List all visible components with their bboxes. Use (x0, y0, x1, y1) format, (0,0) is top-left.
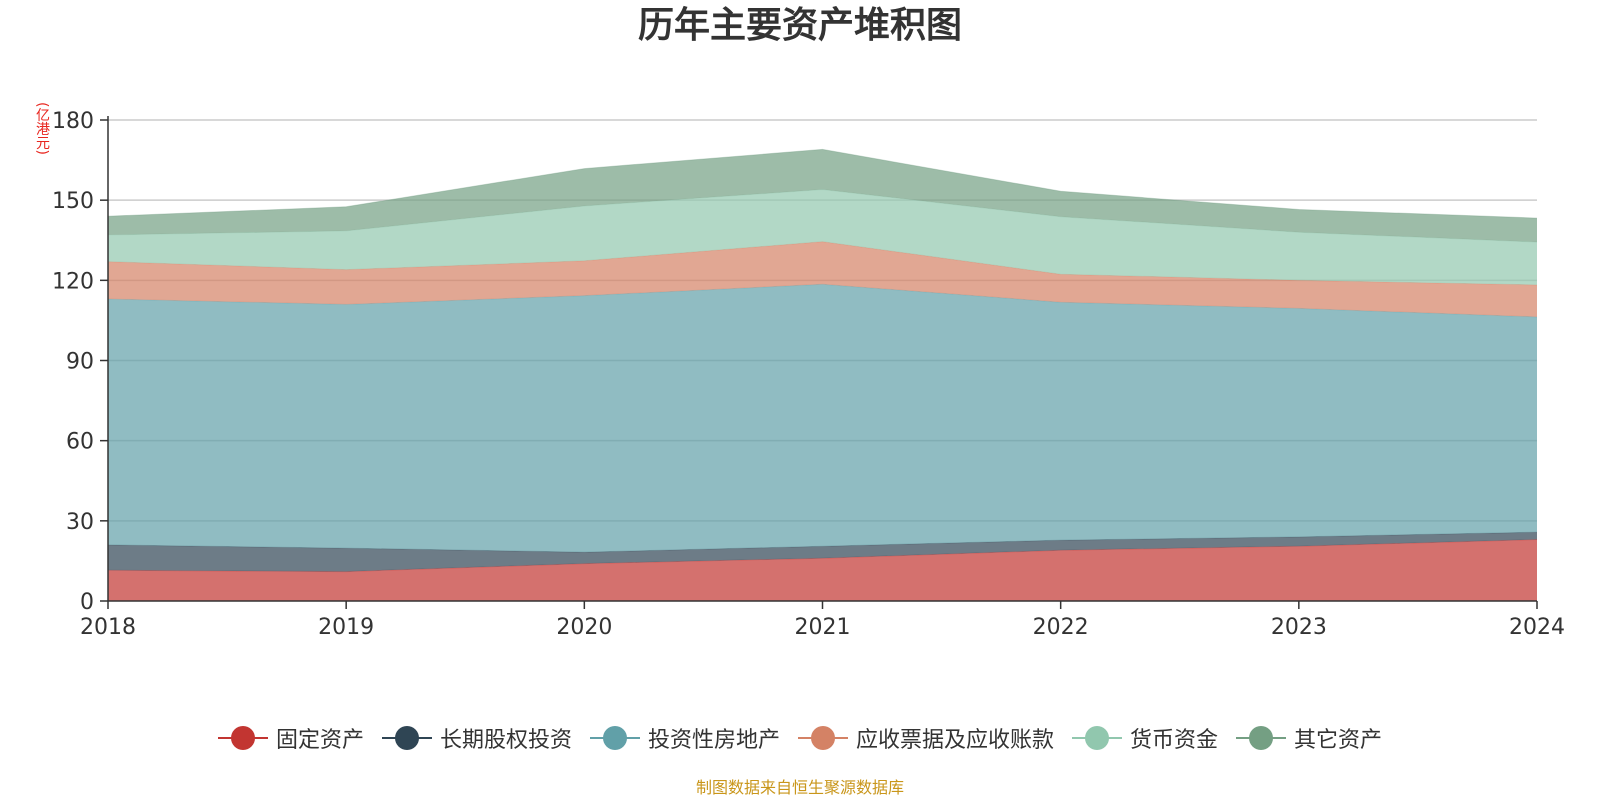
legend-swatch-icon (217, 726, 268, 750)
y-axis-unit-label: (亿港元) (34, 102, 50, 155)
legend-swatch-icon (1072, 726, 1123, 750)
legend-label: 固定资产 (275, 728, 364, 753)
legend-swatch-icon (589, 726, 640, 750)
y-tick-label: 60 (66, 430, 94, 455)
legend-item-3[interactable]: 投资性房地产 (589, 722, 780, 754)
x-tick-label: 2020 (556, 615, 612, 640)
x-tick-label: 2024 (1509, 615, 1565, 640)
area-series-2 (108, 532, 1537, 572)
x-tick-label: 2022 (1033, 615, 1089, 640)
legend-label: 投资性房地产 (647, 728, 780, 753)
legend-label: 长期股权投资 (439, 728, 572, 753)
x-tick-label: 2018 (80, 615, 136, 640)
x-tick-label: 2021 (795, 615, 851, 640)
source-note: 制图数据来自恒生聚源数据库 (695, 778, 904, 797)
chart-title: 历年主要资产堆积图 (637, 5, 962, 46)
stacked-area-chart: 0 30 60 90 120 150 180 2018 2019 2020 2021 2022 2023… (52, 109, 1565, 640)
legend-swatch-icon (1236, 726, 1287, 750)
x-tick-label: 2023 (1271, 615, 1327, 640)
y-tick-label: 180 (52, 109, 94, 134)
legend-item-4[interactable]: 应收票据及应收账款 (798, 722, 1054, 754)
legend: 固定资产 长期股权投资 投资性房地产 应收票据及应收账款 货币资金 其它资产 (0, 718, 1600, 758)
legend-label: 应收票据及应收账款 (856, 728, 1055, 753)
axes (100, 116, 1538, 609)
area-series-line-6 (107, 148, 1538, 219)
area-series-group (107, 148, 1538, 601)
area-series-3 (108, 284, 1537, 553)
legend-item-5[interactable]: 货币资金 (1072, 722, 1218, 754)
y-tick-label: 150 (52, 189, 94, 214)
legend-label: 其它资产 (1294, 728, 1383, 753)
area-series-6 (108, 149, 1537, 243)
area-series-4 (108, 241, 1537, 317)
legend-item-2[interactable]: 长期股权投资 (381, 722, 572, 754)
legend-swatch-icon (798, 726, 848, 750)
legend-label: 货币资金 (1130, 728, 1219, 753)
legend-item-1[interactable]: 固定资产 (217, 722, 364, 754)
tick-labels: 0 30 60 90 120 150 180 2018 2019 2020 2021 2022 2023… (52, 109, 1565, 640)
y-tick-label: 30 (66, 510, 94, 535)
legend-item-6[interactable]: 其它资产 (1236, 722, 1382, 754)
area-series-1 (108, 539, 1537, 601)
area-series-5 (108, 189, 1537, 285)
x-tick-label: 2019 (318, 615, 374, 640)
y-tick-label: 120 (52, 269, 94, 294)
legend-swatch-icon (381, 726, 432, 750)
y-tick-label: 90 (66, 350, 94, 375)
y-tick-label: 0 (80, 590, 94, 615)
